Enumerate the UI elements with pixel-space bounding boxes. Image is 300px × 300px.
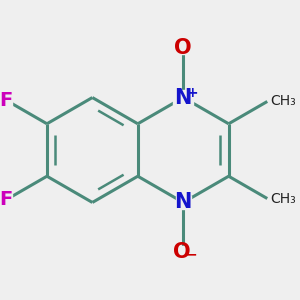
Text: −: − xyxy=(185,247,197,261)
Text: CH₃: CH₃ xyxy=(270,191,296,206)
Bar xyxy=(173,90,194,105)
Bar xyxy=(0,194,12,206)
Text: N: N xyxy=(175,88,192,107)
Text: F: F xyxy=(0,190,13,209)
Bar xyxy=(0,94,12,106)
Bar xyxy=(176,41,191,55)
Text: +: + xyxy=(186,86,198,100)
Text: CH₃: CH₃ xyxy=(270,94,296,109)
Text: N: N xyxy=(175,193,192,212)
Text: F: F xyxy=(0,91,13,110)
Text: O: O xyxy=(174,38,192,58)
Bar xyxy=(174,245,193,259)
Bar xyxy=(176,196,191,209)
Text: O: O xyxy=(173,242,191,262)
